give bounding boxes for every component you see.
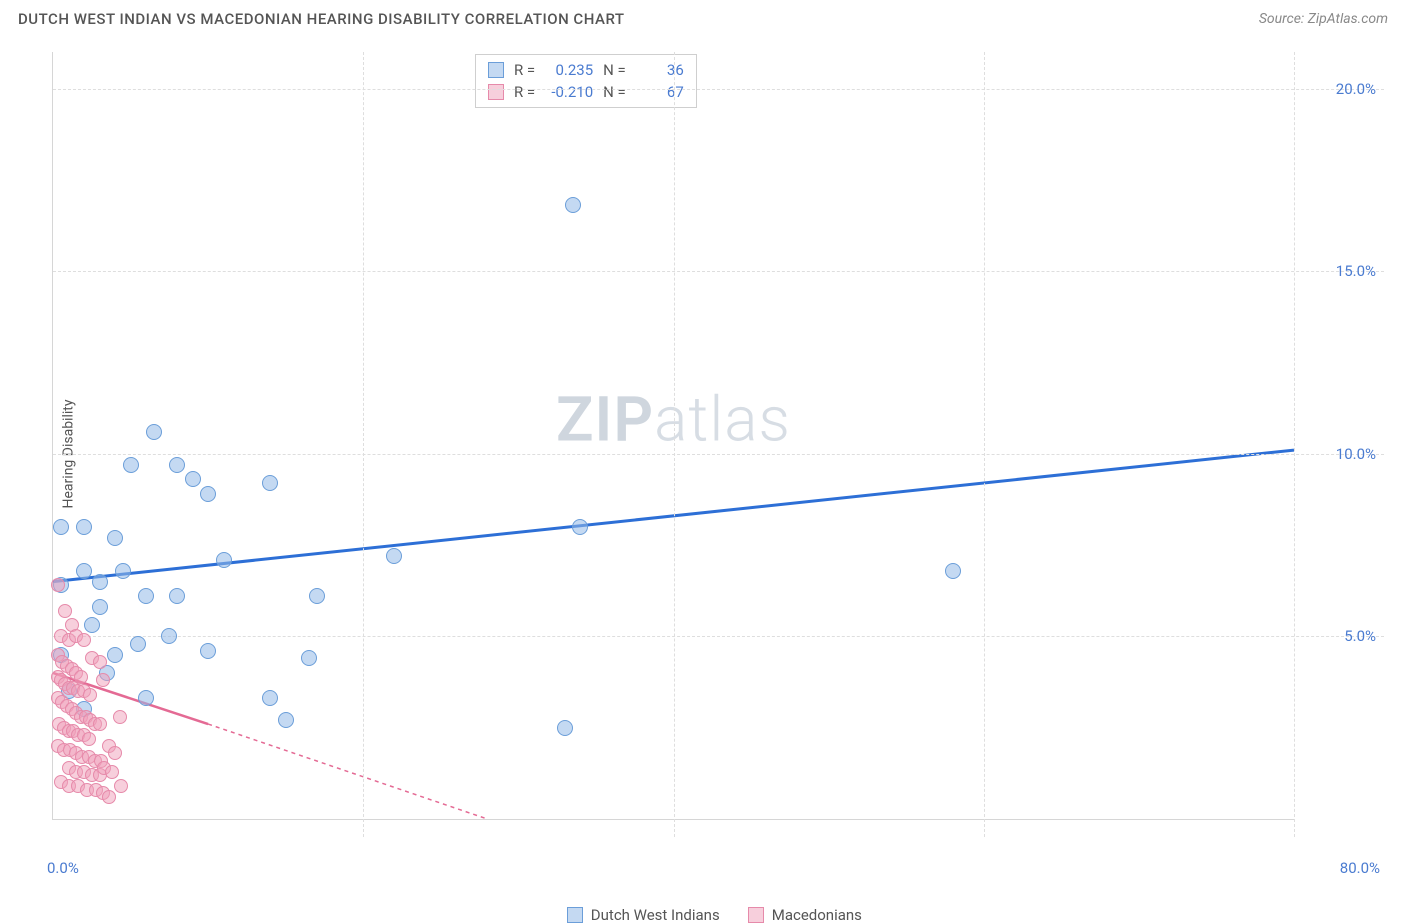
stats-r-value: -0.210	[545, 83, 593, 101]
data-point	[51, 578, 65, 592]
stats-row-blue: R = 0.235 N = 36	[488, 59, 684, 81]
legend-swatch-pink	[748, 907, 764, 923]
y-tick-label: 5.0%	[1344, 627, 1376, 645]
plot-region: ZIPatlas R = 0.235 N = 36 R = -0.210 N =…	[52, 52, 1294, 820]
legend-swatch-blue	[567, 907, 583, 923]
data-point	[58, 604, 72, 618]
data-point	[262, 690, 278, 706]
gridline-v	[363, 52, 364, 837]
data-point	[76, 563, 92, 579]
data-point	[309, 588, 325, 604]
data-point	[200, 643, 216, 659]
data-point	[216, 552, 232, 568]
data-point	[386, 548, 402, 564]
data-point	[123, 457, 139, 473]
data-point	[83, 688, 97, 702]
data-point	[96, 673, 110, 687]
stats-r-label: R =	[514, 83, 535, 101]
data-point	[572, 519, 588, 535]
data-point	[161, 628, 177, 644]
data-point	[130, 636, 146, 652]
data-point	[146, 424, 162, 440]
stats-n-label: N =	[603, 61, 626, 79]
chart-source: Source: ZipAtlas.com	[1259, 11, 1388, 27]
data-point	[278, 712, 294, 728]
stats-n-value: 36	[636, 61, 684, 79]
data-point	[138, 690, 154, 706]
legend-item-pink: Macedonians	[748, 906, 862, 924]
data-point	[169, 588, 185, 604]
data-point	[262, 475, 278, 491]
data-point	[53, 519, 69, 535]
y-tick-label: 20.0%	[1336, 80, 1376, 98]
x-tick-label: 80.0%	[1340, 859, 1380, 877]
data-point	[185, 471, 201, 487]
y-tick-label: 10.0%	[1336, 445, 1376, 463]
y-tick-label: 15.0%	[1336, 262, 1376, 280]
gridline-h	[53, 89, 1384, 90]
data-point	[113, 710, 127, 724]
stats-n-value: 67	[636, 83, 684, 101]
data-point	[138, 588, 154, 604]
data-point	[76, 519, 92, 535]
stats-box: R = 0.235 N = 36 R = -0.210 N = 67	[475, 54, 697, 108]
data-point	[115, 563, 131, 579]
legend-label: Macedonians	[772, 906, 862, 924]
legend-label: Dutch West Indians	[591, 906, 720, 924]
legend: Dutch West Indians Macedonians	[567, 906, 862, 924]
gridline-v	[984, 52, 985, 837]
stats-n-label: N =	[603, 83, 626, 101]
stats-r-label: R =	[514, 61, 535, 79]
data-point	[84, 617, 100, 633]
stats-swatch-blue	[488, 62, 504, 78]
gridline-v	[674, 52, 675, 837]
data-point	[945, 563, 961, 579]
data-point	[557, 720, 573, 736]
gridline-h	[53, 636, 1384, 637]
chart-area: Hearing Disability ZIPatlas R = 0.235 N …	[22, 44, 1384, 864]
data-point	[108, 746, 122, 760]
data-point	[169, 457, 185, 473]
data-point	[105, 765, 119, 779]
stats-row-pink: R = -0.210 N = 67	[488, 81, 684, 103]
data-point	[565, 197, 581, 213]
data-point	[301, 650, 317, 666]
data-point	[114, 779, 128, 793]
data-point	[102, 790, 116, 804]
chart-title: DUTCH WEST INDIAN VS MACEDONIAN HEARING …	[18, 10, 625, 28]
data-point	[77, 633, 91, 647]
data-point	[92, 574, 108, 590]
data-point	[93, 655, 107, 669]
stats-r-value: 0.235	[545, 61, 593, 79]
gridline-v	[1294, 52, 1295, 837]
data-point	[92, 599, 108, 615]
data-point	[200, 486, 216, 502]
chart-header: DUTCH WEST INDIAN VS MACEDONIAN HEARING …	[0, 0, 1406, 34]
gridline-h	[53, 271, 1384, 272]
legend-item-blue: Dutch West Indians	[567, 906, 720, 924]
data-point	[82, 732, 96, 746]
data-point	[107, 647, 123, 663]
gridline-h	[53, 454, 1384, 455]
data-point	[93, 717, 107, 731]
data-point	[107, 530, 123, 546]
stats-swatch-pink	[488, 84, 504, 100]
x-tick-label: 0.0%	[47, 859, 79, 877]
